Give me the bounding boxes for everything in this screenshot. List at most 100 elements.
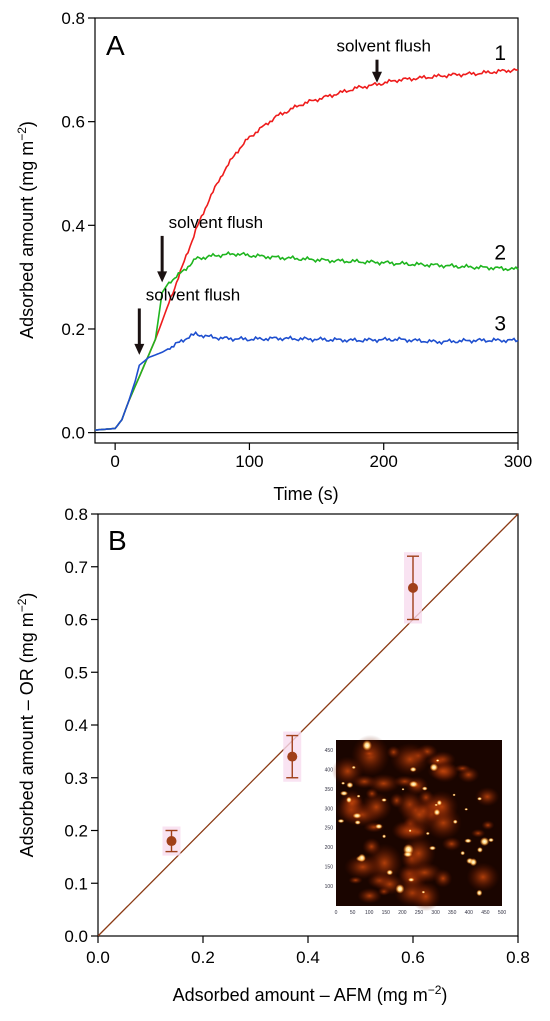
afm-particle [477,846,483,853]
afm-glow [362,837,381,856]
inset-x-tick-label: 250 [415,910,424,916]
y-tick-label: 0.2 [64,822,88,841]
x-tick-label: 100 [235,452,263,471]
afm-particle [356,794,361,798]
inset-y-tick-label: 150 [325,865,334,871]
data-point [166,836,177,847]
panel-b-y-axis-title: Adsorbed amount – OR (mg m−2) [15,593,37,858]
series-label-3: 3 [494,312,506,335]
afm-particle [362,740,372,751]
afm-particle [341,781,346,785]
afm-particle [435,759,440,762]
panel-a-x-axis-title: Time (s) [273,484,338,504]
panel-a: A 1 2 3 0.0 0.2 0.4 0.6 0.8 0 100 200 300 solvent … [15,9,532,504]
afm-particle [407,877,415,882]
inset-x-tick-label: 500 [498,910,507,916]
afm-particle [436,799,443,806]
afm-particle [452,793,456,797]
inset-y-tick-label: 200 [325,845,334,851]
afm-glow [367,774,401,794]
annotation-arrow-head [372,71,382,83]
inset-x-tick-label: 450 [481,910,490,916]
y-tick-label: 0.8 [61,9,85,28]
inset-x-tick-label: 100 [365,910,374,916]
afm-glow [365,788,379,800]
afm-particle [408,829,412,833]
inset-y-tick-label: 300 [325,806,334,812]
afm-glow [362,749,377,758]
inset-x-tick-label: 300 [431,910,440,916]
data-point [408,582,418,593]
y-tick-label: 0.4 [61,216,85,235]
afm-particle [403,851,413,858]
inset-x-tick-label: 0 [335,910,338,916]
afm-particle [452,819,458,824]
afm-glow [344,854,382,880]
afm-texture [331,734,500,912]
inset-y-tick-label: 100 [325,884,334,890]
afm-glow [357,888,382,904]
afm-particle [408,780,419,788]
panel-b-label: B [108,525,127,556]
x-tick-label: 300 [504,452,532,471]
panel-b-points [162,552,422,856]
x-tick-label: 0 [110,452,119,471]
afm-particle [464,807,469,811]
y-tick-label: 0.0 [64,927,88,946]
afm-glow [410,881,441,912]
afm-particle [395,884,405,894]
panel-a-annotations: solvent flush solvent flush solvent flush [134,37,431,355]
inset-y-tick-label: 450 [325,748,334,754]
afm-particle [401,788,405,791]
afm-glow [331,756,364,786]
afm-glow [470,828,486,838]
y-tick-label: 0.6 [64,611,88,630]
afm-particle [346,796,352,804]
afm-particle [488,837,494,843]
afm-particle [433,808,441,816]
panel-a-frame [94,17,519,444]
panel-a-y-axis-title: Adsorbed amount (mg m−2) [15,121,37,339]
afm-particle [337,818,345,824]
afm-particle [375,823,383,830]
inset-y-tick-label: 350 [325,787,334,793]
afm-glow [393,820,432,842]
afm-particle [464,838,472,844]
x-tick-label: 200 [370,452,398,471]
series-line-1 [94,68,519,431]
series-line-2 [94,250,519,431]
afm-particle [469,858,478,867]
y-tick-label: 0.8 [64,505,88,524]
inset-ticks: 0 50 100 150 200 250 300 350 400 450 500 100 150 200 2… [325,748,507,916]
y-tick-label: 0.2 [61,320,85,339]
afm-glow [457,766,480,783]
x-tick-label: 0.4 [296,948,320,967]
inset-x-tick-label: 200 [398,910,407,916]
afm-particle [477,796,483,801]
afm-particle [351,765,356,770]
annotation-text: solvent flush [336,37,431,56]
panel-a-label: A [106,30,125,61]
annotation-text: solvent flush [169,213,264,232]
afm-particle [460,850,465,856]
reference-line [97,513,519,937]
afm-particle [421,786,428,791]
inset-y-tick-label: 250 [325,826,334,832]
x-tick-label: 0.8 [506,948,530,967]
y-tick-label: 0.7 [64,558,88,577]
afm-particle [381,798,387,802]
afm-particle [476,889,483,897]
x-tick-label: 0.6 [401,948,425,967]
inset-x-tick-label: 350 [448,910,457,916]
afm-particle [429,845,436,851]
panel-b: B 0.00.10.20.30.40.50.60.70.80.0 0.2 0.4 0.… [15,505,530,1005]
afm-glow [475,787,500,807]
afm-particle [352,812,362,819]
inset-y-tick-label: 400 [325,767,334,773]
x-tick-label: 0.0 [86,948,110,967]
afm-glow [481,820,495,830]
series-label-1: 1 [494,42,506,65]
afm-particle [354,820,361,825]
y-tick-label: 0.3 [64,769,88,788]
afm-particle [358,853,366,863]
